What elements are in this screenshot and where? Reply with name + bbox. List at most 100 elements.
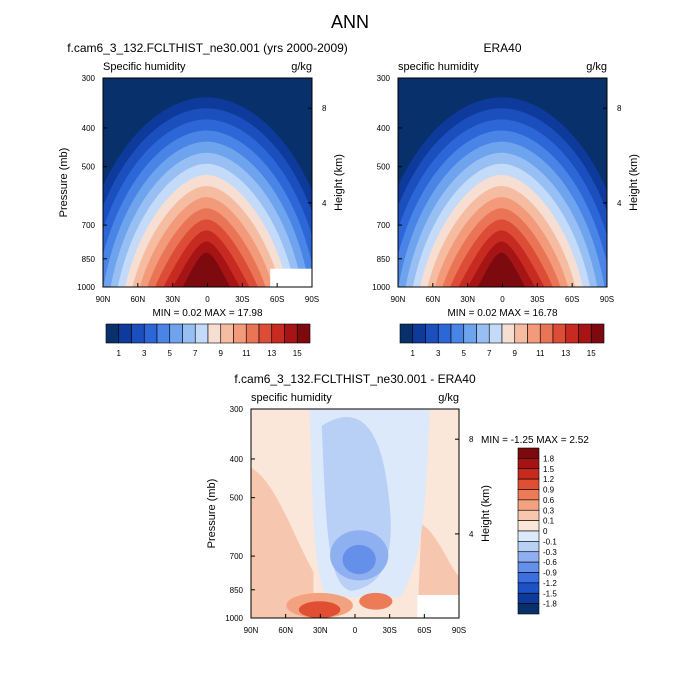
colorbar-label: 9 xyxy=(513,349,518,358)
colorbar-box xyxy=(271,323,285,344)
x-tick-label: 60N xyxy=(278,626,293,635)
panel-subtitle: specific humidity xyxy=(398,61,479,73)
y-tick-label: 500 xyxy=(230,494,244,503)
y-tick-label: 700 xyxy=(377,221,391,230)
colorbar-label: -0.6 xyxy=(543,558,557,567)
panel-subtitle: specific humidity xyxy=(251,392,332,404)
colorbar-box xyxy=(552,323,567,344)
panel-units: g/kg xyxy=(438,392,459,404)
y-tick-label: 300 xyxy=(377,74,391,83)
x-tick-label: 60S xyxy=(565,295,579,304)
min-max-stats: MIN = 0.02 MAX = 17.98 xyxy=(152,308,262,319)
x-tick-label: 90N xyxy=(244,626,259,635)
colorbar-box xyxy=(517,603,540,615)
colorbar-box xyxy=(399,323,414,344)
y-tick-label: 300 xyxy=(82,74,96,83)
colorbar-label: -0.1 xyxy=(543,537,557,546)
colorbar-label: 0.6 xyxy=(543,496,555,505)
x-tick-label: 90N xyxy=(391,295,406,304)
x-tick-label: 0 xyxy=(205,295,210,304)
panel-units: g/kg xyxy=(586,61,607,73)
right-tick-label: 4 xyxy=(469,530,474,539)
colorbar-box xyxy=(258,323,273,344)
y-axis-title: Pressure (mb) xyxy=(58,148,70,218)
colorbar-label: 1.8 xyxy=(543,454,555,463)
colorbar-label: 7 xyxy=(193,349,198,358)
colorbar-label: 1 xyxy=(117,349,122,358)
colorbar-label: 11 xyxy=(536,349,545,358)
colorbar-box xyxy=(245,323,260,344)
colorbar-box xyxy=(517,561,540,573)
colorbar-label: 15 xyxy=(587,349,596,358)
colorbar-label: 3 xyxy=(436,349,441,358)
x-tick-label: 60S xyxy=(270,295,284,304)
colorbar-label: 0 xyxy=(543,527,548,536)
colorbar-label: -1.8 xyxy=(543,600,557,609)
right-axis-title: Height (km) xyxy=(480,485,492,542)
colorbar-label: 5 xyxy=(168,349,173,358)
x-tick-label: 0 xyxy=(500,295,505,304)
y-tick-label: 400 xyxy=(230,455,244,464)
colorbar-label: 1.2 xyxy=(543,475,555,484)
colorbar-label: 0.3 xyxy=(543,506,555,515)
y-tick-label: 700 xyxy=(230,552,244,561)
contour-level xyxy=(417,523,459,618)
y-tick-label: 500 xyxy=(82,163,96,172)
panel-title: ERA40 xyxy=(483,41,521,55)
colorbar-box xyxy=(517,478,540,490)
colorbar-box xyxy=(517,530,540,542)
colorbar-label: -1.5 xyxy=(543,589,557,598)
colorbar-box xyxy=(220,323,234,344)
y-tick-label: 400 xyxy=(377,124,391,133)
colorbar-box xyxy=(517,468,540,480)
x-tick-label: 30N xyxy=(165,295,180,304)
colorbar-box xyxy=(233,323,247,344)
min-max-stats: MIN = 0.02 MAX = 16.78 xyxy=(447,308,557,319)
humidity-field-1 xyxy=(103,78,312,287)
y-tick-label: 1000 xyxy=(225,614,243,623)
colorbar-box xyxy=(182,323,196,344)
y-tick-label: 300 xyxy=(230,405,244,414)
colorbar-label: 11 xyxy=(242,349,251,358)
right-tick-label: 8 xyxy=(322,104,327,113)
colorbar-box xyxy=(517,489,540,501)
colorbar-box xyxy=(207,323,222,344)
colorbar-box xyxy=(412,323,426,344)
colorbar-box xyxy=(463,323,477,344)
x-tick-label: 30S xyxy=(383,626,397,635)
contour-level xyxy=(182,252,231,287)
colorbar-box xyxy=(169,323,183,344)
x-tick-label: 90S xyxy=(600,295,614,304)
x-tick-label: 30S xyxy=(235,295,249,304)
x-tick-label: 90S xyxy=(305,295,319,304)
colorbar-box xyxy=(514,323,528,344)
missing-region xyxy=(270,268,312,287)
x-tick-label: 30N xyxy=(460,295,475,304)
colorbar-box xyxy=(565,323,579,344)
colorbar-box xyxy=(450,323,465,344)
colorbar-box xyxy=(527,323,541,344)
colorbar-box xyxy=(517,572,540,584)
colorbar-box xyxy=(488,323,503,344)
colorbar-box xyxy=(517,551,540,563)
y-tick-label: 500 xyxy=(377,163,391,172)
y-axis-title: Pressure (mb) xyxy=(206,479,218,549)
right-axis-title: Height (km) xyxy=(333,154,345,211)
colorbar-label: 1.5 xyxy=(543,465,555,474)
humidity-field-2 xyxy=(398,78,607,287)
colorbar-label: -1.2 xyxy=(543,579,557,588)
right-tick-label: 8 xyxy=(617,104,622,113)
panel-subtitle: Specific humidity xyxy=(103,61,186,73)
panel-title: f.cam6_3_132.FCLTHIST_ne30.001 - ERA40 xyxy=(234,372,476,386)
colorbar-box xyxy=(517,582,540,594)
x-tick-label: 60N xyxy=(130,295,145,304)
x-tick-label: 60S xyxy=(417,626,431,635)
colorbar-box xyxy=(501,323,516,344)
colorbar-label: 9 xyxy=(219,349,224,358)
y-tick-label: 850 xyxy=(377,255,391,264)
colorbar-box xyxy=(118,323,132,344)
y-tick-label: 700 xyxy=(82,221,96,230)
colorbar-box xyxy=(425,323,439,344)
contour-level xyxy=(359,592,393,610)
